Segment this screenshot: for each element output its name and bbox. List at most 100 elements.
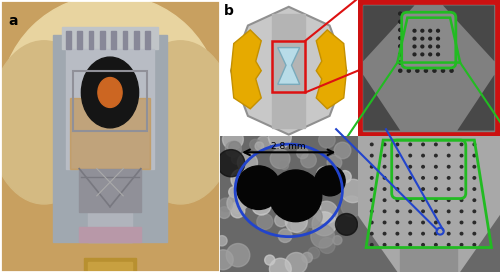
Circle shape — [308, 247, 320, 259]
Circle shape — [442, 69, 444, 72]
Bar — [72, 71, 148, 131]
Circle shape — [442, 29, 444, 32]
Circle shape — [422, 232, 424, 235]
Bar — [272, 41, 305, 92]
Circle shape — [442, 53, 444, 56]
Circle shape — [398, 12, 402, 15]
Circle shape — [434, 232, 437, 235]
Bar — [400, 248, 457, 272]
Circle shape — [409, 165, 412, 168]
Circle shape — [448, 143, 450, 146]
Circle shape — [448, 210, 450, 213]
Circle shape — [429, 29, 432, 32]
Polygon shape — [443, 5, 494, 61]
Circle shape — [460, 188, 463, 190]
Polygon shape — [363, 75, 400, 131]
Circle shape — [274, 214, 288, 227]
Circle shape — [398, 69, 402, 72]
Circle shape — [407, 20, 410, 23]
Circle shape — [278, 189, 288, 200]
Circle shape — [222, 129, 244, 150]
Circle shape — [270, 149, 290, 169]
Bar — [88, 262, 132, 272]
Circle shape — [416, 61, 419, 64]
Polygon shape — [460, 215, 500, 272]
Circle shape — [434, 199, 437, 201]
Circle shape — [257, 136, 270, 149]
Circle shape — [433, 36, 436, 40]
Circle shape — [429, 53, 432, 56]
Circle shape — [396, 232, 398, 235]
Circle shape — [433, 29, 436, 32]
Circle shape — [436, 53, 440, 56]
Circle shape — [424, 69, 428, 72]
Circle shape — [448, 199, 450, 201]
Circle shape — [318, 172, 338, 191]
Circle shape — [413, 37, 416, 40]
Circle shape — [298, 188, 316, 205]
Circle shape — [230, 204, 245, 218]
Polygon shape — [457, 75, 494, 131]
Circle shape — [278, 229, 292, 242]
Circle shape — [434, 177, 437, 179]
Circle shape — [422, 165, 424, 168]
Circle shape — [384, 199, 386, 201]
Circle shape — [436, 29, 440, 32]
Circle shape — [396, 210, 398, 213]
Circle shape — [424, 29, 428, 32]
Circle shape — [231, 169, 252, 189]
Circle shape — [252, 173, 269, 191]
Circle shape — [398, 29, 402, 32]
Circle shape — [396, 143, 398, 146]
Circle shape — [442, 45, 444, 48]
Circle shape — [450, 69, 453, 72]
Circle shape — [416, 29, 419, 32]
Circle shape — [319, 238, 335, 254]
Circle shape — [327, 155, 342, 170]
Circle shape — [473, 232, 476, 235]
Bar — [112, 31, 116, 49]
Circle shape — [407, 29, 410, 32]
Circle shape — [416, 36, 419, 40]
Circle shape — [422, 143, 424, 146]
Circle shape — [448, 232, 450, 235]
Circle shape — [396, 177, 398, 179]
Circle shape — [218, 207, 230, 218]
Circle shape — [302, 252, 312, 263]
Circle shape — [460, 199, 463, 201]
Polygon shape — [316, 30, 346, 109]
Circle shape — [407, 69, 410, 72]
Circle shape — [422, 188, 424, 190]
Circle shape — [422, 244, 424, 246]
Circle shape — [236, 166, 281, 209]
Circle shape — [460, 143, 463, 146]
Circle shape — [460, 244, 463, 246]
Circle shape — [422, 221, 424, 224]
Circle shape — [409, 154, 412, 157]
Circle shape — [232, 201, 244, 213]
Circle shape — [473, 244, 476, 246]
Circle shape — [396, 154, 398, 157]
Bar — [70, 98, 150, 169]
Circle shape — [300, 152, 316, 168]
Circle shape — [434, 143, 437, 146]
Polygon shape — [363, 5, 414, 61]
Circle shape — [409, 177, 412, 179]
Bar — [79, 169, 141, 212]
Circle shape — [433, 12, 436, 15]
Bar — [145, 31, 150, 49]
Circle shape — [473, 165, 476, 168]
Circle shape — [421, 29, 424, 32]
Circle shape — [424, 61, 428, 64]
Circle shape — [384, 177, 386, 179]
Circle shape — [396, 165, 398, 168]
Circle shape — [237, 199, 248, 209]
Circle shape — [413, 29, 416, 32]
Bar — [88, 31, 94, 49]
Circle shape — [448, 165, 450, 168]
Circle shape — [450, 61, 453, 64]
Circle shape — [433, 69, 436, 72]
Circle shape — [460, 177, 463, 179]
Circle shape — [407, 53, 410, 56]
Circle shape — [396, 199, 398, 201]
